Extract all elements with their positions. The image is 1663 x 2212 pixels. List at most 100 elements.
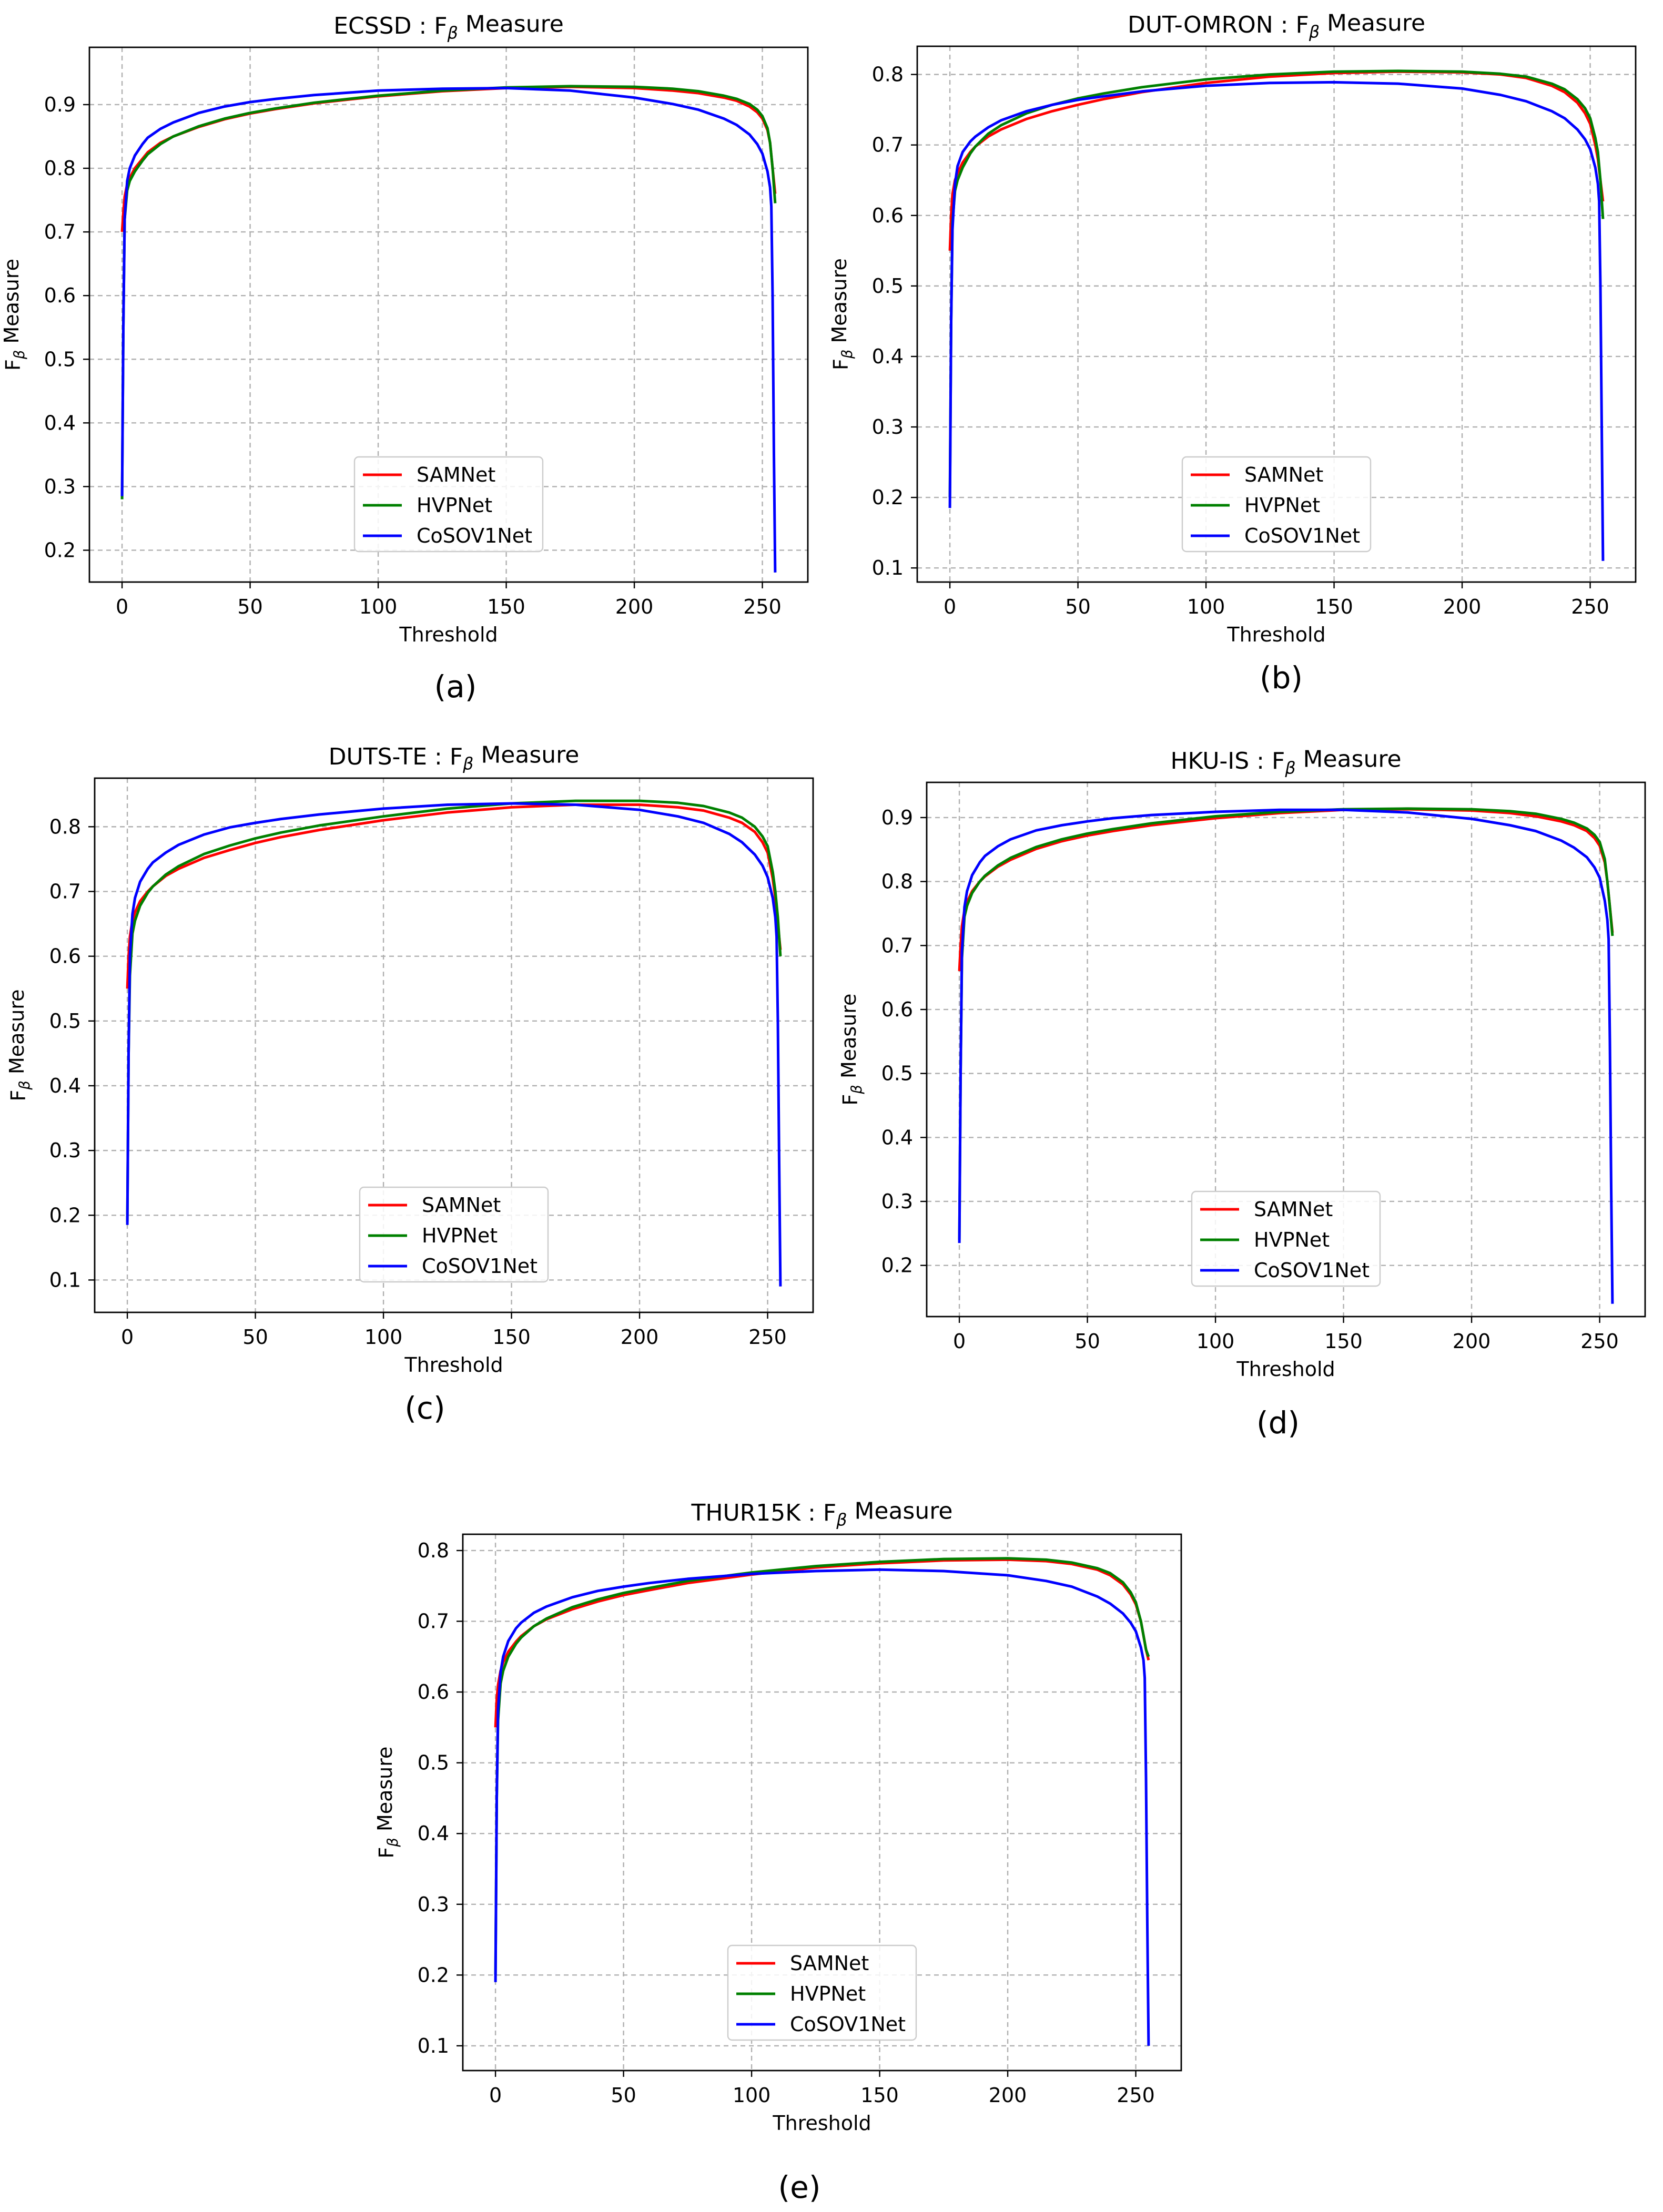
- x-axis-label: Threshold: [404, 1353, 503, 1377]
- y-tick-label: 0.8: [872, 63, 904, 86]
- x-tick-label: 0: [489, 2084, 502, 2107]
- y-tick-label: 0.8: [44, 157, 76, 180]
- panel-label-b: (b): [1259, 660, 1303, 696]
- y-tick-label: 0.3: [49, 1139, 81, 1162]
- chart-title: DUT-OMRON : Fβ Measure: [1128, 9, 1425, 42]
- series-line-samnet: [958, 808, 1614, 972]
- x-tick-label: 200: [615, 595, 654, 618]
- y-tick-label: 0.5: [44, 348, 76, 371]
- series-line-hvpnet: [494, 1557, 1150, 1975]
- legend-entry-hvpnet: HVPNet: [1254, 1228, 1330, 1251]
- chart-panel-4: 0 50 100 150 200 250 0.2 0.3 0.4 0.5 0.6 0.7 0.8 0.9 H…: [837, 746, 1646, 1381]
- series-line-cosov1net: [958, 808, 1614, 1304]
- x-tick-label: 50: [611, 2084, 636, 2107]
- y-tick-label: 0.1: [418, 2034, 449, 2057]
- series-line-samnet: [948, 70, 1605, 251]
- x-tick-label: 100: [733, 2084, 771, 2107]
- y-axis-label: Fβ Measure: [373, 1747, 401, 1859]
- x-tick-label: 250: [1117, 2084, 1155, 2107]
- y-tick-label: 0.5: [872, 274, 904, 298]
- legend: SAMNet HVPNet CoSOV1Net: [359, 1186, 549, 1283]
- y-tick-label: 0.2: [49, 1204, 81, 1227]
- x-tick-label: 50: [242, 1326, 268, 1349]
- y-tick-label: 0.3: [881, 1190, 913, 1213]
- x-tick-label: 250: [748, 1326, 787, 1349]
- x-tick-label: 0: [121, 1326, 134, 1349]
- panel-label-a: (a): [434, 669, 477, 705]
- panel-label-c: (c): [404, 1390, 445, 1426]
- y-tick-label: 0.7: [44, 220, 76, 243]
- legend-entry-cosov1net: CoSOV1Net: [422, 1255, 538, 1278]
- chart-title: ECSSD : Fβ Measure: [333, 11, 564, 43]
- legend-entry-cosov1net: CoSOV1Net: [1244, 524, 1360, 547]
- y-tick-label: 0.6: [881, 998, 913, 1021]
- axes-frame: [88, 46, 809, 583]
- series-line-hvpnet: [120, 85, 777, 500]
- y-tick-label: 0.7: [418, 1610, 449, 1633]
- x-tick-label: 150: [1324, 1330, 1363, 1353]
- panel-label-e: (e): [778, 2169, 821, 2205]
- chart-panel-2: 0 50 100 150 200 250 0.1 0.2 0.3 0.4 0.5 0.6 0.7 0.8 D…: [828, 9, 1637, 646]
- legend-entry-cosov1net: CoSOV1Net: [1254, 1259, 1370, 1282]
- y-tick-label: 0.3: [418, 1893, 449, 1916]
- y-tick-label: 0.8: [418, 1539, 449, 1562]
- series-line-cosov1net: [120, 87, 777, 573]
- x-tick-label: 250: [1580, 1330, 1619, 1353]
- y-tick-label: 0.1: [49, 1268, 81, 1291]
- y-tick-label: 0.5: [418, 1751, 449, 1775]
- legend: SAMNet HVPNet CoSOV1Net: [1191, 1190, 1381, 1287]
- y-tick-label: 0.6: [872, 204, 904, 227]
- axes-frame: [916, 45, 1637, 583]
- legend-entry-samnet: SAMNet: [790, 1952, 869, 1975]
- x-tick-label: 100: [1196, 1330, 1235, 1353]
- y-tick-label: 0.2: [44, 538, 76, 562]
- y-tick-label: 0.4: [44, 411, 76, 434]
- y-tick-label: 0.6: [44, 284, 76, 307]
- x-tick-label: 150: [487, 595, 525, 618]
- x-tick-label: 0: [116, 595, 128, 618]
- panel-label-d: (d): [1256, 1405, 1300, 1441]
- x-tick-label: 0: [953, 1330, 966, 1353]
- x-axis-label: Threshold: [1226, 623, 1325, 646]
- chart-title: DUTS-TE : Fβ Measure: [329, 741, 580, 773]
- series-line-cosov1net: [126, 802, 782, 1287]
- axes-frame: [926, 781, 1646, 1318]
- x-tick-label: 150: [492, 1326, 531, 1349]
- y-tick-label: 0.5: [49, 1010, 81, 1033]
- y-tick-label: 0.6: [418, 1680, 449, 1704]
- x-tick-label: 250: [1571, 595, 1609, 618]
- y-tick-label: 0.4: [49, 1074, 81, 1097]
- legend-entry-samnet: SAMNet: [417, 463, 495, 486]
- y-tick-label: 0.3: [872, 415, 904, 439]
- legend-entry-samnet: SAMNet: [422, 1194, 501, 1217]
- legend: SAMNet HVPNet CoSOV1Net: [1181, 456, 1372, 553]
- legend-box: [727, 1944, 917, 2041]
- x-tick-label: 250: [743, 595, 782, 618]
- x-tick-label: 100: [364, 1326, 403, 1349]
- axes-frame: [462, 1533, 1182, 2072]
- x-tick-label: 200: [1453, 1330, 1491, 1353]
- series-line-samnet: [126, 803, 782, 989]
- legend-entry-samnet: SAMNet: [1254, 1198, 1333, 1221]
- legend-entry-samnet: SAMNet: [1244, 463, 1323, 486]
- y-tick-label: 0.4: [872, 345, 904, 368]
- x-axis-label: Threshold: [1236, 1358, 1335, 1381]
- y-axis-label: Fβ Measure: [0, 259, 28, 371]
- legend-entry-hvpnet: HVPNet: [422, 1224, 498, 1247]
- y-tick-label: 0.2: [881, 1254, 913, 1277]
- legend: SAMNet HVPNet CoSOV1Net: [353, 456, 544, 553]
- legend: SAMNet HVPNet CoSOV1Net: [727, 1944, 917, 2041]
- x-axis-label: Threshold: [772, 2112, 871, 2135]
- legend-box: [359, 1186, 549, 1283]
- y-tick-label: 0.7: [881, 934, 913, 957]
- y-axis-label: Fβ Measure: [5, 990, 33, 1102]
- series-line-hvpnet: [958, 807, 1614, 1240]
- chart-title: HKU-IS : Fβ Measure: [1170, 746, 1401, 778]
- legend-box: [1191, 1190, 1381, 1287]
- x-tick-label: 200: [621, 1326, 659, 1349]
- x-tick-label: 0: [944, 595, 956, 618]
- chart-panel-5: 0 50 100 150 200 250 0.1 0.2 0.3 0.4 0.5 0.6 0.7 0.8 T…: [373, 1497, 1182, 2135]
- y-tick-label: 0.4: [418, 1822, 449, 1845]
- y-tick-label: 0.3: [44, 475, 76, 498]
- x-axis-label: Threshold: [399, 623, 498, 646]
